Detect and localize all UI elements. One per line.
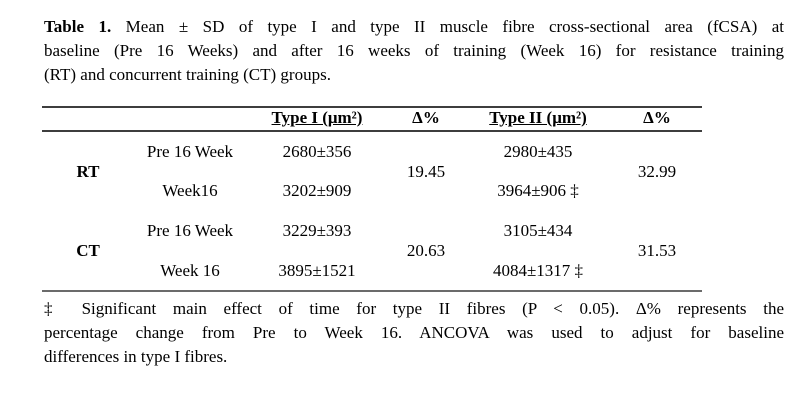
type2-value-cell: 3105±434 xyxy=(503,221,573,240)
type2-value-cell: 4084±1317 ‡ xyxy=(492,260,584,280)
delta1-value-cell: 19.45 xyxy=(406,161,446,181)
table-row-rt-week16: Week16 3202±909 3964±906 ‡ xyxy=(42,171,702,211)
caption-text: Mean ± SD of type I and type II muscle f… xyxy=(111,17,784,36)
group-label-rt: RT xyxy=(76,161,100,181)
caption-label: Table 1. xyxy=(44,17,112,36)
header-empty-group xyxy=(42,107,134,131)
table-row-ct-week16: Week 16 3895±1521 4084±1317 ‡ xyxy=(42,251,702,291)
caption-line-3: (RT) and concurrent training (CT) groups… xyxy=(44,65,331,84)
header-delta1: Δ% xyxy=(412,108,440,127)
header-empty-time xyxy=(134,107,246,131)
table-row-rt-pre: RT Pre 16 Week 2680±356 19.45 2980±435 3… xyxy=(42,131,702,181)
table-footnote: ‡ Significant main effect of time for ty… xyxy=(44,297,784,369)
footnote-line-2: percentage change from Pre to Week 16. A… xyxy=(44,323,784,342)
table-header-row: Type I (μm²) Δ% Type II (μm²) Δ% xyxy=(42,107,702,131)
type1-value-cell: 2680±356 xyxy=(282,141,352,161)
type2-value-cell: 3964±906 ‡ xyxy=(497,181,579,200)
header-type1: Type I (μm²) xyxy=(271,108,363,127)
footnote-line-3: differences in type I fibres. xyxy=(44,347,228,366)
header-delta2: Δ% xyxy=(643,108,671,127)
delta2-value-cell: 31.53 xyxy=(637,240,677,260)
delta1-value-cell: 20.63 xyxy=(406,240,446,260)
time-cell: Week 16 xyxy=(160,260,220,280)
type2-value-cell: 2980±435 xyxy=(503,141,573,161)
group-label-ct: CT xyxy=(76,240,100,260)
time-cell: Week16 xyxy=(162,181,218,200)
time-cell: Pre 16 Week xyxy=(146,141,234,161)
table-row-ct-pre: CT Pre 16 Week 3229±393 20.63 3105±434 3… xyxy=(42,211,702,260)
fcsa-table: Type I (μm²) Δ% Type II (μm²) Δ% RT Pre … xyxy=(42,106,702,292)
time-cell: Pre 16 Week xyxy=(146,221,234,240)
type1-value-cell: 3202±909 xyxy=(282,181,352,200)
type1-value-cell: 3229±393 xyxy=(282,221,352,240)
footnote-line-1: ‡ Significant main effect of time for ty… xyxy=(44,299,784,318)
caption-line-2: baseline (Pre 16 Weeks) and after 16 wee… xyxy=(44,41,784,60)
type1-value-cell: 3895±1521 xyxy=(278,260,356,280)
delta2-value-cell: 32.99 xyxy=(637,161,677,181)
header-type2: Type II (μm²) xyxy=(489,108,587,127)
table-caption: Table 1. Mean ± SD of type I and type II… xyxy=(44,15,784,87)
caption-line-1: Table 1. Mean ± SD of type I and type II… xyxy=(44,15,784,39)
